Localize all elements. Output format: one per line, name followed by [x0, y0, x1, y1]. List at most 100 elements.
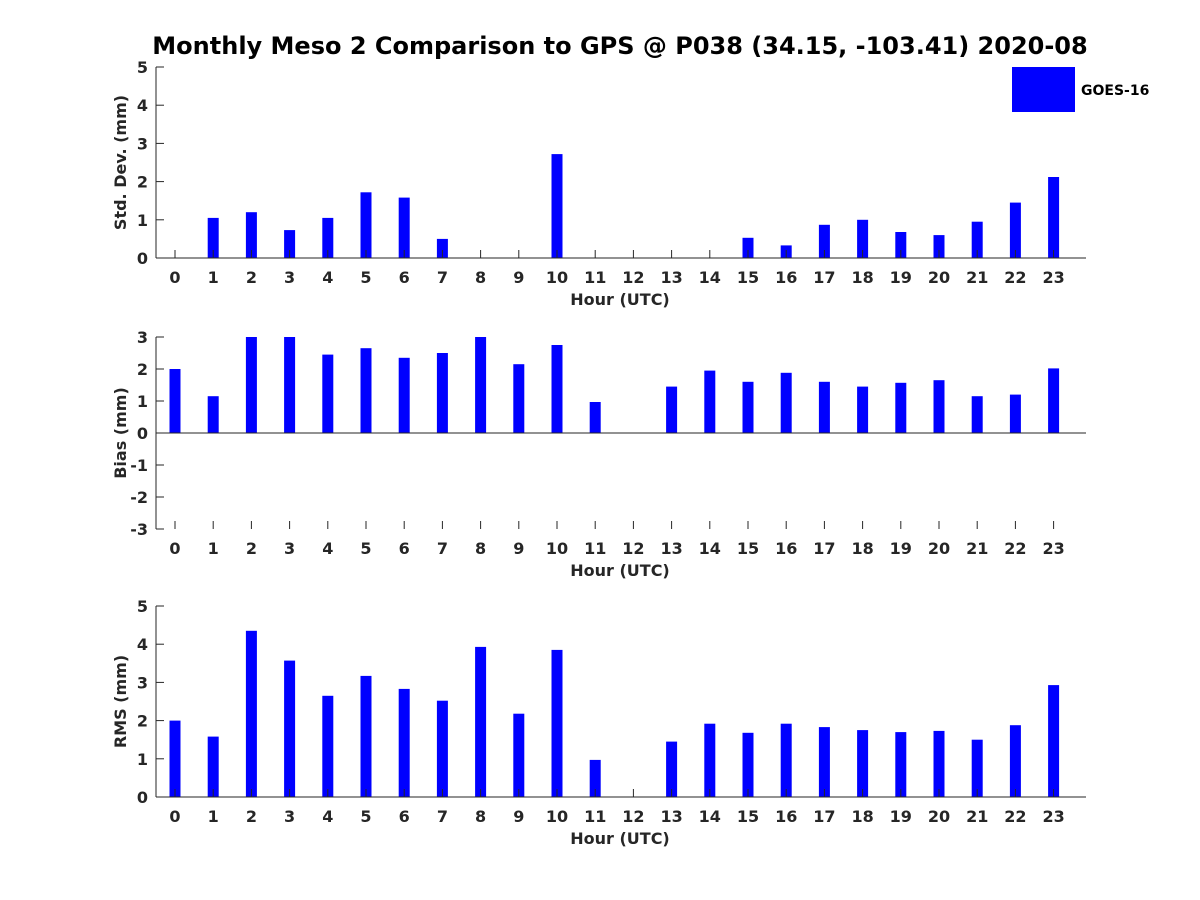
rms-bar-hour-22: [1009, 725, 1021, 797]
std-dev-xtick-label: 15: [737, 268, 759, 287]
bias-xtick-label: 19: [890, 539, 912, 558]
std-dev-xtick-label: 22: [1004, 268, 1026, 287]
bias-bar-hour-7: [436, 353, 448, 433]
bias-xtick-label: 20: [928, 539, 950, 558]
bias-xtick-label: 10: [546, 539, 568, 558]
std-dev-bar-hour-6: [398, 197, 410, 258]
std-dev-bar-hour-18: [857, 219, 869, 258]
bias-xtick-label: 0: [169, 539, 180, 558]
rms-xtick-label: 15: [737, 807, 759, 826]
bias-bar-hour-21: [971, 396, 983, 433]
bias-xtick-label: 8: [475, 539, 486, 558]
legend-swatch: [1012, 67, 1075, 112]
std-dev-bar-hour-5: [360, 192, 372, 258]
bias-xtick-label: 22: [1004, 539, 1026, 558]
bias-xtick-label: 13: [660, 539, 682, 558]
rms-ytick-label: 3: [137, 673, 148, 692]
std-dev-bar-hour-1: [207, 217, 219, 258]
bias-bar-hour-10: [551, 345, 563, 433]
bias-xtick-label: 23: [1042, 539, 1064, 558]
std-dev-ytick-label: 4: [137, 96, 148, 115]
bias-bar-hour-14: [704, 370, 716, 433]
std-dev-bar-hour-19: [895, 232, 907, 258]
rms-ytick-label: 2: [137, 712, 148, 731]
std-dev-xtick-label: 4: [322, 268, 333, 287]
rms-bar-hour-16: [780, 723, 792, 797]
rms-xtick-label: 21: [966, 807, 988, 826]
rms-ytick-label: 0: [137, 788, 148, 807]
std-dev-xtick-label: 18: [851, 268, 873, 287]
bias-bar-hour-4: [322, 354, 334, 433]
rms-bar-hour-15: [742, 732, 754, 797]
std-dev-xtick-label: 0: [169, 268, 180, 287]
rms-bar-hour-10: [551, 649, 563, 797]
rms-bar-hour-4: [322, 695, 334, 797]
rms-xtick-label: 14: [699, 807, 721, 826]
rms-xtick-label: 11: [584, 807, 606, 826]
std-dev-x-label: Hour (UTC): [570, 290, 670, 309]
bias-bar-hour-8: [475, 337, 487, 433]
bias-bar-hour-20: [933, 380, 945, 433]
rms-xtick-label: 16: [775, 807, 797, 826]
std-dev-xtick-label: 20: [928, 268, 950, 287]
bias-xtick-label: 21: [966, 539, 988, 558]
rms-xtick-label: 7: [437, 807, 448, 826]
bias-bar-hour-3: [284, 337, 296, 433]
rms-bar-hour-1: [207, 736, 219, 797]
bias-xtick-label: 17: [813, 539, 835, 558]
std-dev-bar-hour-10: [551, 154, 563, 258]
bias-bar-hour-17: [818, 381, 830, 433]
std-dev-ytick-label: 5: [137, 58, 148, 77]
rms-xtick-label: 2: [246, 807, 257, 826]
std-dev-ytick-label: 3: [137, 134, 148, 153]
rms-bar-hour-9: [513, 713, 525, 797]
bias-ytick-label: 3: [137, 328, 148, 347]
bias-bar-hour-2: [245, 337, 257, 433]
std-dev-ytick-label: 1: [137, 211, 148, 230]
bias-bar-hour-9: [513, 364, 525, 433]
bias-xtick-label: 16: [775, 539, 797, 558]
rms-bar-hour-6: [398, 688, 410, 797]
rms-xtick-label: 19: [890, 807, 912, 826]
rms-xtick-label: 17: [813, 807, 835, 826]
rms-xtick-label: 1: [208, 807, 219, 826]
std-dev-bar-hour-2: [245, 212, 257, 258]
rms-y-label: RMS (mm): [111, 655, 130, 748]
rms-xtick-label: 8: [475, 807, 486, 826]
rms-bar-hour-17: [818, 727, 830, 797]
bias-bar-hour-13: [666, 386, 678, 433]
rms-xtick-label: 20: [928, 807, 950, 826]
bias-bar-hour-15: [742, 381, 754, 433]
bias-ytick-label: 2: [137, 360, 148, 379]
rms-bar-hour-5: [360, 675, 372, 797]
bias-bar-hour-23: [1048, 368, 1060, 433]
rms-xtick-label: 0: [169, 807, 180, 826]
rms-bar-hour-18: [857, 730, 869, 797]
std-dev-xtick-label: 11: [584, 268, 606, 287]
rms-bar-hour-21: [971, 739, 983, 797]
bias-xtick-label: 1: [208, 539, 219, 558]
bias-ytick-label: -2: [130, 488, 148, 507]
bias-bar-hour-5: [360, 348, 372, 433]
bias-bar-hour-6: [398, 357, 410, 433]
bias-xtick-label: 11: [584, 539, 606, 558]
std-dev-xtick-label: 3: [284, 268, 295, 287]
bias-xtick-label: 14: [699, 539, 721, 558]
rms-xtick-label: 22: [1004, 807, 1026, 826]
std-dev-xtick-label: 8: [475, 268, 486, 287]
bias-x-label: Hour (UTC): [570, 561, 670, 580]
rms-ytick-label: 4: [137, 635, 148, 654]
bias-xtick-label: 9: [513, 539, 524, 558]
rms-ytick-label: 1: [137, 750, 148, 769]
std-dev-xtick-label: 1: [208, 268, 219, 287]
bias-bar-hour-11: [589, 402, 601, 433]
bias-xtick-label: 3: [284, 539, 295, 558]
rms-xtick-label: 13: [660, 807, 682, 826]
std-dev-bar-hour-3: [284, 230, 296, 258]
std-dev-xtick-label: 17: [813, 268, 835, 287]
rms-xtick-label: 4: [322, 807, 333, 826]
bias-y-label: Bias (mm): [111, 387, 130, 479]
std-dev-xtick-label: 5: [360, 268, 371, 287]
